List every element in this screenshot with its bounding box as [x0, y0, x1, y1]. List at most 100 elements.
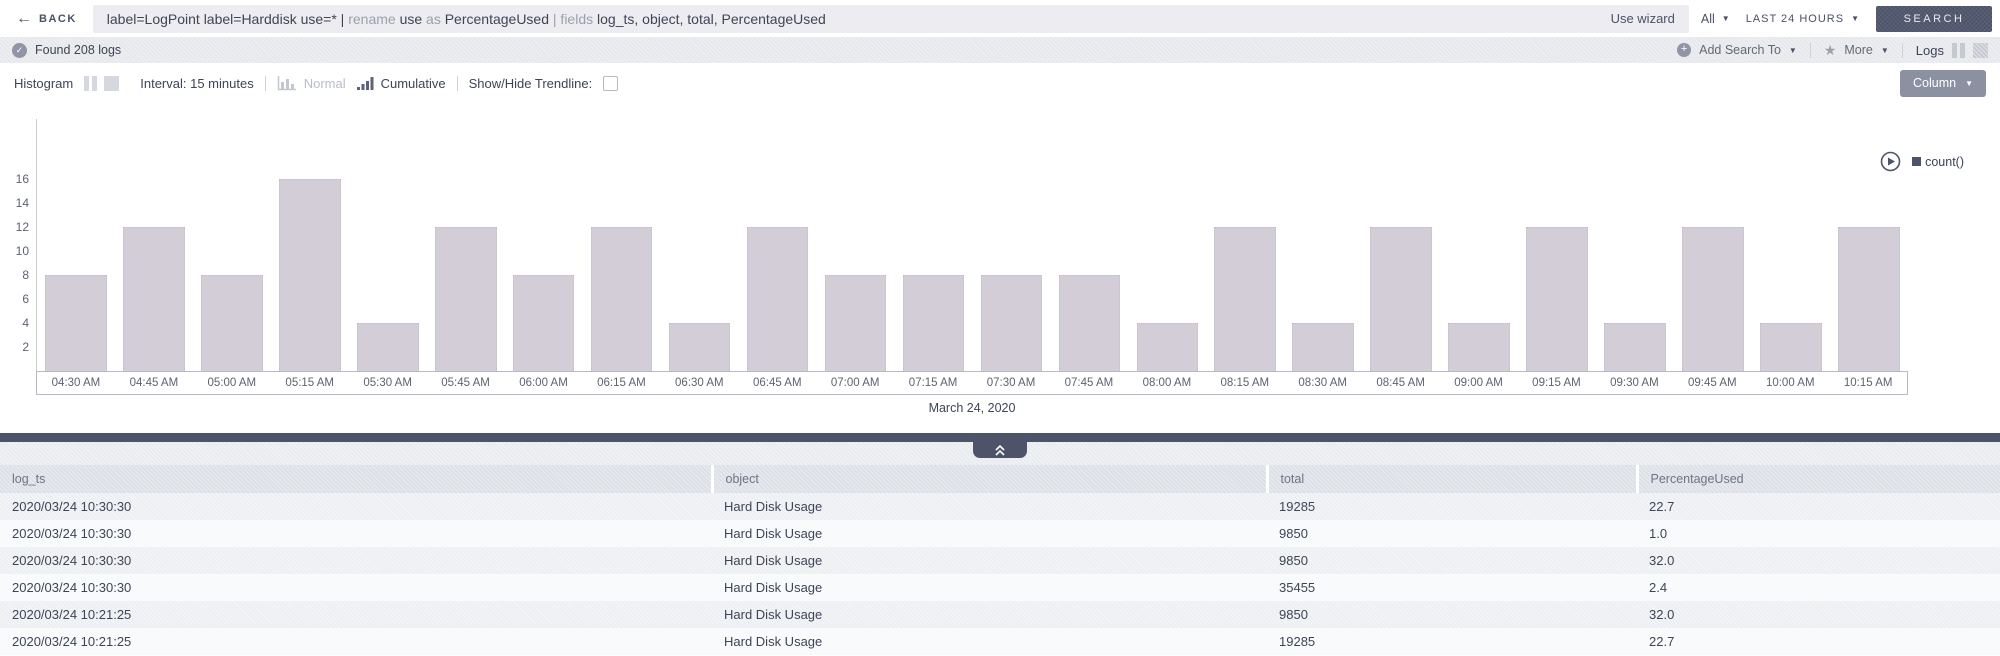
x-axis: 04:30 AM 04:45 AM 05:00 AM 05:15 AM 05:30 AM… — [36, 371, 1908, 395]
search-query-input[interactable]: label=LogPoint label=Harddisk use=* | re… — [92, 4, 1689, 33]
x-axis-tick-label: 08:45 AM — [1376, 377, 1425, 389]
x-axis-tick-label: 07:30 AM — [986, 377, 1036, 389]
query-segment: PercentageUsed — [444, 10, 553, 27]
histogram-bar[interactable] — [1830, 119, 1908, 371]
chart-type-dropdown[interactable]: Column ▼ — [1900, 69, 1986, 97]
histogram-bar[interactable] — [349, 119, 427, 371]
collapse-chart-button[interactable] — [973, 442, 1027, 458]
y-axis-tick-label: 14 — [15, 196, 29, 210]
table-row[interactable]: 2020/03/24 10:21:25 Hard Disk Usage 19285 2… — [0, 628, 2000, 655]
column-header-PercentageUsed[interactable]: PercentageUsed — [1635, 465, 2000, 493]
histogram-bar[interactable] — [1362, 119, 1440, 371]
x-axis-tick-label: 10:15 AM — [1843, 377, 1893, 389]
histogram-bar[interactable] — [115, 119, 193, 371]
use-wizard-link[interactable]: Use wizard — [1610, 11, 1675, 26]
cell-PercentageUsed: 22.7 — [1649, 634, 1675, 649]
histogram-bar[interactable] — [661, 119, 739, 371]
bar-rect — [201, 275, 263, 371]
repo-scope-dropdown[interactable]: All ▼ — [1701, 12, 1730, 26]
histogram-bar[interactable] — [37, 119, 115, 371]
cell-PercentageUsed: 1.0 — [1649, 526, 1668, 541]
histogram-bar[interactable] — [817, 119, 895, 371]
column-header-total[interactable]: total — [1265, 465, 1637, 493]
chart-legend: count() — [1880, 151, 1964, 172]
x-axis-tick-label: 04:30 AM — [51, 377, 101, 389]
histogram-bar[interactable] — [271, 119, 349, 371]
query-segment: label=LogPoint label=Harddisk use=* | — [106, 10, 349, 27]
column-header-object[interactable]: object — [710, 465, 1267, 493]
query-segment: use — [399, 10, 427, 27]
add-search-to-dropdown[interactable]: + Add Search To ▼ — [1677, 43, 1797, 57]
check-circle-icon: ✓ — [12, 42, 27, 58]
cell-total: 35455 — [1279, 580, 1316, 595]
bar-rect — [1760, 323, 1822, 371]
histogram-bar[interactable] — [972, 119, 1050, 371]
time-range-dropdown[interactable]: LAST 24 HOURS ▼ — [1746, 13, 1860, 25]
more-dropdown[interactable]: ★ More ▼ — [1824, 43, 1889, 57]
histogram-bar[interactable] — [1440, 119, 1518, 371]
histogram-bar[interactable] — [1518, 119, 1596, 371]
cell-PercentageUsed: 22.7 — [1649, 499, 1675, 514]
table-row[interactable]: 2020/03/24 10:21:25 Hard Disk Usage 9850 32… — [0, 601, 2000, 628]
histogram-bar[interactable] — [193, 119, 271, 371]
bar-rect — [1682, 227, 1744, 371]
grid-view-icon[interactable] — [1973, 42, 1988, 58]
histogram-bar[interactable] — [894, 119, 972, 371]
chart-toolbar: Histogram Interval: 15 minutes Normal Cu… — [0, 63, 2000, 103]
found-logs-text: Found 208 logs — [35, 43, 122, 57]
bar-rect — [434, 227, 497, 371]
column-header-log_ts[interactable]: log_ts — [0, 465, 712, 493]
area-chart-icon[interactable] — [104, 75, 120, 91]
interval-label: Interval: 15 minutes — [140, 75, 254, 91]
x-axis-tick-label: 08:15 AM — [1220, 377, 1270, 389]
cell-total: 19285 — [1279, 499, 1316, 514]
cell-PercentageUsed: 2.4 — [1649, 580, 1668, 595]
plus-circle-icon: + — [1677, 43, 1692, 57]
histogram-bar[interactable] — [739, 119, 817, 371]
x-axis-tick-label: 06:15 AM — [597, 377, 646, 389]
bar-rect — [279, 179, 341, 371]
bar-rect — [590, 227, 653, 371]
separator — [456, 75, 458, 91]
normal-mode-toggle[interactable]: Normal — [277, 75, 346, 91]
column-chart-icon[interactable] — [84, 75, 98, 91]
table-row[interactable]: 2020/03/24 10:30:30 Hard Disk Usage 9850 1.… — [0, 520, 2000, 547]
table-row[interactable]: 2020/03/24 10:30:30 Hard Disk Usage 9850 32… — [0, 547, 2000, 574]
histogram-bar[interactable] — [583, 119, 661, 371]
top-bar: ← BACK label=LogPoint label=Harddisk use… — [0, 0, 2000, 37]
cell-object: Hard Disk Usage — [724, 526, 823, 541]
panel-divider[interactable] — [0, 433, 2000, 458]
table-row[interactable]: 2020/03/24 10:30:30 Hard Disk Usage 19285 2… — [0, 493, 2000, 520]
cell-log_ts: 2020/03/24 10:21:25 — [12, 607, 132, 622]
logs-label: Logs — [1915, 42, 1944, 58]
x-axis-tick-label: 05:15 AM — [285, 377, 335, 389]
histogram-bar[interactable] — [1128, 119, 1206, 371]
table-header-row: log_ts object total PercentageUsed — [0, 465, 2000, 493]
histogram-label: Histogram — [14, 75, 74, 91]
histogram-bar[interactable] — [1752, 119, 1830, 371]
play-circle-icon[interactable] — [1880, 151, 1901, 172]
trendline-checkbox[interactable] — [603, 75, 619, 91]
y-axis-tick-label: 8 — [22, 268, 29, 282]
histogram-bar[interactable] — [505, 119, 583, 371]
histogram-bar[interactable] — [1050, 119, 1128, 371]
column-view-icon[interactable] — [1952, 42, 1965, 58]
histogram-bar[interactable] — [427, 119, 505, 371]
query-segment: | fields — [552, 10, 598, 27]
bar-rect — [1604, 323, 1666, 371]
x-axis-tick-label: 07:15 AM — [908, 377, 958, 389]
histogram-bar[interactable] — [1596, 119, 1674, 371]
bar-rect — [1448, 323, 1510, 371]
table-row[interactable]: 2020/03/24 10:30:30 Hard Disk Usage 35455 2… — [0, 574, 2000, 601]
search-button[interactable]: SEARCH — [1876, 5, 1992, 32]
bar-rect — [902, 275, 965, 371]
cumulative-mode-toggle[interactable]: Cumulative — [356, 76, 446, 91]
histogram-bar[interactable] — [1674, 119, 1752, 371]
histogram-bar[interactable] — [1284, 119, 1362, 371]
histogram-bar[interactable] — [1206, 119, 1284, 371]
cell-object: Hard Disk Usage — [724, 580, 823, 595]
double-chevron-up-icon — [995, 444, 1005, 456]
x-axis-tick-label: 05:00 AM — [207, 377, 257, 389]
cell-total: 19285 — [1279, 634, 1316, 649]
back-button[interactable]: ← BACK — [12, 10, 81, 27]
